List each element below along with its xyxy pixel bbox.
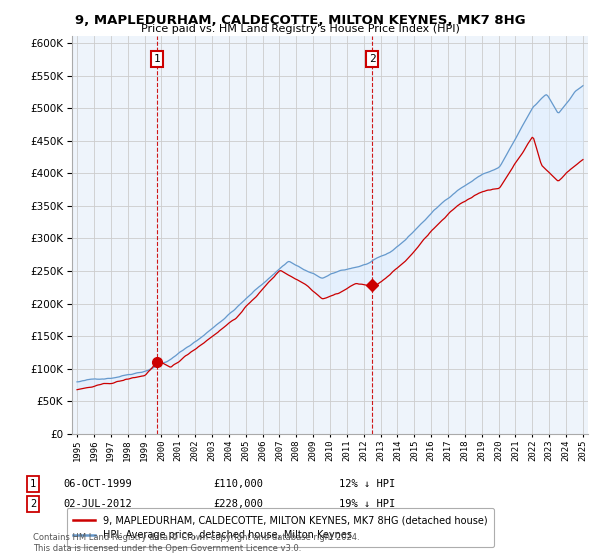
Text: 19% ↓ HPI: 19% ↓ HPI bbox=[339, 499, 395, 509]
Text: 2: 2 bbox=[30, 499, 36, 509]
Text: £110,000: £110,000 bbox=[213, 479, 263, 489]
Text: 02-JUL-2012: 02-JUL-2012 bbox=[63, 499, 132, 509]
Text: 9, MAPLEDURHAM, CALDECOTTE, MILTON KEYNES, MK7 8HG: 9, MAPLEDURHAM, CALDECOTTE, MILTON KEYNE… bbox=[74, 14, 526, 27]
Text: 12% ↓ HPI: 12% ↓ HPI bbox=[339, 479, 395, 489]
Text: 06-OCT-1999: 06-OCT-1999 bbox=[63, 479, 132, 489]
Legend: 9, MAPLEDURHAM, CALDECOTTE, MILTON KEYNES, MK7 8HG (detached house), HPI: Averag: 9, MAPLEDURHAM, CALDECOTTE, MILTON KEYNE… bbox=[67, 508, 494, 547]
Text: Contains HM Land Registry data © Crown copyright and database right 2024.
This d: Contains HM Land Registry data © Crown c… bbox=[33, 533, 359, 553]
Text: 2: 2 bbox=[369, 54, 376, 64]
Text: Price paid vs. HM Land Registry's House Price Index (HPI): Price paid vs. HM Land Registry's House … bbox=[140, 24, 460, 34]
Text: 1: 1 bbox=[154, 54, 161, 64]
Text: 1: 1 bbox=[30, 479, 36, 489]
Text: £228,000: £228,000 bbox=[213, 499, 263, 509]
